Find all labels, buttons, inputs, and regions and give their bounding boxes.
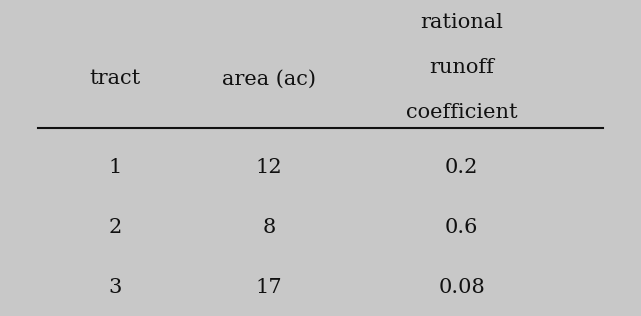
Text: 1: 1 [109, 158, 122, 177]
Text: 3: 3 [109, 278, 122, 297]
Text: 0.6: 0.6 [445, 218, 478, 237]
Text: runoff: runoff [429, 58, 494, 77]
Text: rational: rational [420, 13, 503, 32]
Text: coefficient: coefficient [406, 103, 517, 122]
Text: 8: 8 [263, 218, 276, 237]
Text: area (ac): area (ac) [222, 70, 316, 88]
Text: 17: 17 [256, 278, 283, 297]
Text: 0.08: 0.08 [438, 278, 485, 297]
Text: 12: 12 [256, 158, 283, 177]
Text: 0.2: 0.2 [445, 158, 478, 177]
Text: 2: 2 [109, 218, 122, 237]
Text: tract: tract [90, 70, 141, 88]
